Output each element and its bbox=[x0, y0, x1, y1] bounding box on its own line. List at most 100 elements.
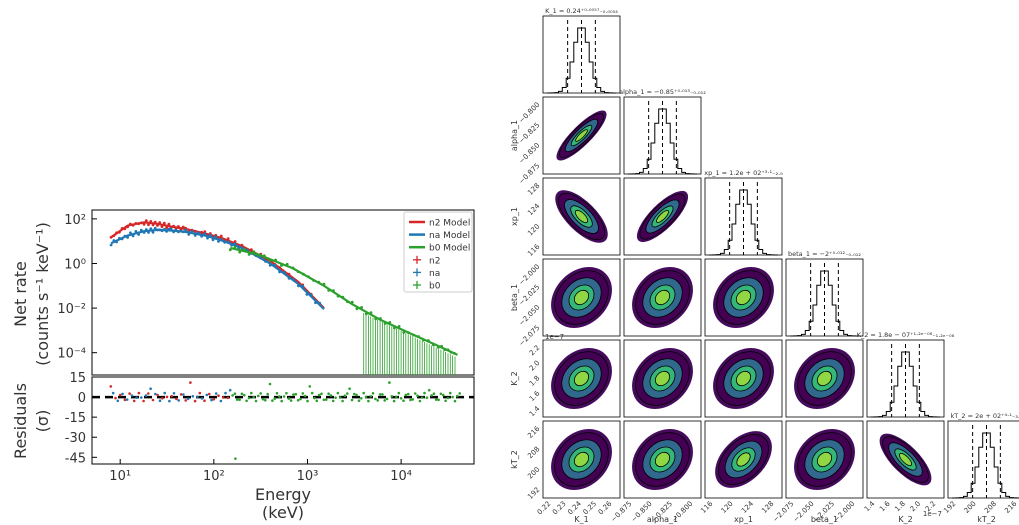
corner-xlabel-kT_2: kT_2 bbox=[977, 515, 996, 524]
residual-point bbox=[306, 399, 309, 403]
corner-x-tick-label: 0.22 bbox=[536, 500, 553, 517]
residual-point bbox=[111, 391, 115, 395]
residual-point bbox=[228, 388, 232, 392]
corner-contour-alpha_1-K_2 bbox=[623, 339, 702, 418]
residual-point bbox=[442, 393, 445, 397]
residual-point bbox=[296, 399, 300, 402]
corner-y-tick-label: −0.850 bbox=[517, 141, 541, 165]
residual-point bbox=[369, 395, 373, 398]
residual-point bbox=[362, 391, 366, 395]
residual-point bbox=[179, 393, 183, 396]
residual-point bbox=[411, 398, 415, 401]
residual-point bbox=[388, 381, 391, 384]
residual-point bbox=[226, 396, 230, 400]
residual-point bbox=[315, 399, 319, 403]
contour-level bbox=[656, 210, 669, 223]
contour-level bbox=[654, 370, 671, 387]
legend-label: b0 bbox=[429, 282, 441, 292]
corner-contour-K_1-beta_1 bbox=[542, 258, 621, 337]
residual-point bbox=[168, 399, 171, 403]
corner-contour-alpha_1-kT_2 bbox=[623, 420, 702, 499]
residual-point bbox=[320, 392, 323, 396]
corner-cell-frame bbox=[542, 15, 621, 94]
corner-xlabel-K_2: K_2 bbox=[898, 515, 912, 524]
residual-point bbox=[163, 391, 166, 395]
spectrum-x-tick-label: 10³ bbox=[297, 469, 319, 484]
corner-contour-beta_1-kT_2 bbox=[785, 420, 864, 499]
corner-y-tick-label: −2.000 bbox=[517, 263, 541, 287]
corner-x-tick-label: 0.25 bbox=[581, 500, 598, 517]
corner-contour-xp_1-K_2 bbox=[704, 339, 783, 418]
corner-x-tick-label: 120 bbox=[720, 500, 735, 515]
residual-point bbox=[341, 399, 344, 403]
residual-point bbox=[170, 394, 173, 398]
residual-point bbox=[322, 398, 326, 402]
contour-level bbox=[816, 451, 833, 468]
contour-level bbox=[575, 129, 588, 142]
residual-point bbox=[121, 392, 124, 396]
residual-point bbox=[390, 395, 394, 398]
residual-point bbox=[193, 399, 197, 403]
residual-point bbox=[432, 392, 436, 396]
residual-point bbox=[430, 394, 433, 397]
residual-point bbox=[109, 385, 113, 388]
corner-y-tick-label: −2.075 bbox=[517, 324, 541, 348]
contour-level bbox=[573, 451, 590, 468]
residual-point bbox=[425, 396, 429, 400]
residual-point bbox=[231, 394, 234, 397]
residual-point bbox=[142, 399, 145, 403]
corner-histogram-K_1 bbox=[542, 15, 621, 94]
residual-point bbox=[200, 397, 204, 400]
residual-point bbox=[268, 382, 272, 386]
spectrum-model-line bbox=[230, 246, 458, 356]
corner-contour-xp_1-beta_1 bbox=[704, 258, 783, 337]
residual-point bbox=[343, 394, 347, 398]
residual-point bbox=[191, 395, 195, 398]
residual-point bbox=[287, 397, 291, 400]
corner-contour-beta_1-K_2 bbox=[785, 339, 864, 418]
residual-point bbox=[427, 388, 431, 392]
corner-y-tick-label: 128 bbox=[526, 182, 541, 197]
residual-point bbox=[273, 397, 277, 400]
residual-point bbox=[250, 391, 253, 395]
residual-point bbox=[374, 397, 377, 401]
residual-point bbox=[357, 399, 361, 403]
corner-x-tick-label: 1.8 bbox=[893, 500, 907, 514]
contour-level bbox=[735, 289, 752, 306]
residual-point bbox=[116, 399, 120, 403]
residual-point bbox=[395, 395, 398, 399]
corner-histogram-kT_2 bbox=[947, 420, 1019, 499]
residual-point bbox=[434, 398, 438, 401]
spectrum-xlabel-line2: (keV) bbox=[262, 503, 304, 522]
spectrum-y-tick-label: 10⁻² bbox=[57, 302, 86, 317]
residual-point bbox=[301, 392, 305, 395]
residual-point bbox=[177, 399, 180, 402]
spectrum-data-point bbox=[142, 222, 146, 226]
residual-ylabel-line2: (σ) bbox=[33, 410, 52, 433]
spectrum-x-tick-label: 10¹ bbox=[109, 469, 131, 484]
residual-point bbox=[130, 394, 134, 397]
residual-point bbox=[329, 394, 333, 397]
residual-point bbox=[437, 398, 440, 402]
residual-point bbox=[285, 391, 288, 395]
residual-point bbox=[348, 387, 351, 391]
residual-point bbox=[252, 395, 255, 399]
corner-title-K_2: K_2 = 1.8e − 07⁺¹·²ᵉ⁻⁰⁸₋₁.₂ₑ₋₀₈ bbox=[857, 331, 955, 339]
spectrum-data-point bbox=[153, 226, 157, 230]
residual-point bbox=[453, 399, 457, 403]
residual-point bbox=[310, 391, 314, 395]
corner-y-tick-label: 116 bbox=[526, 242, 541, 257]
residual-point bbox=[339, 396, 342, 399]
spectrum-main-plot bbox=[91, 209, 475, 376]
corner-contour-K_1-alpha_1 bbox=[542, 96, 621, 175]
residual-point bbox=[264, 398, 267, 402]
spectrum-ylabel-line2: (counts s⁻¹ keV⁻¹) bbox=[33, 222, 52, 366]
corner-title-xp_1: xp_1 = 1.2e + 02⁺³·¹₋₂.₉ bbox=[704, 169, 783, 177]
corner-y-tick-label: 120 bbox=[526, 222, 541, 237]
residual-point bbox=[161, 397, 164, 400]
corner-y-tick-label: −0.875 bbox=[517, 162, 541, 186]
residual-point bbox=[151, 398, 155, 402]
residual-point bbox=[324, 398, 328, 401]
residual-point bbox=[313, 396, 316, 400]
